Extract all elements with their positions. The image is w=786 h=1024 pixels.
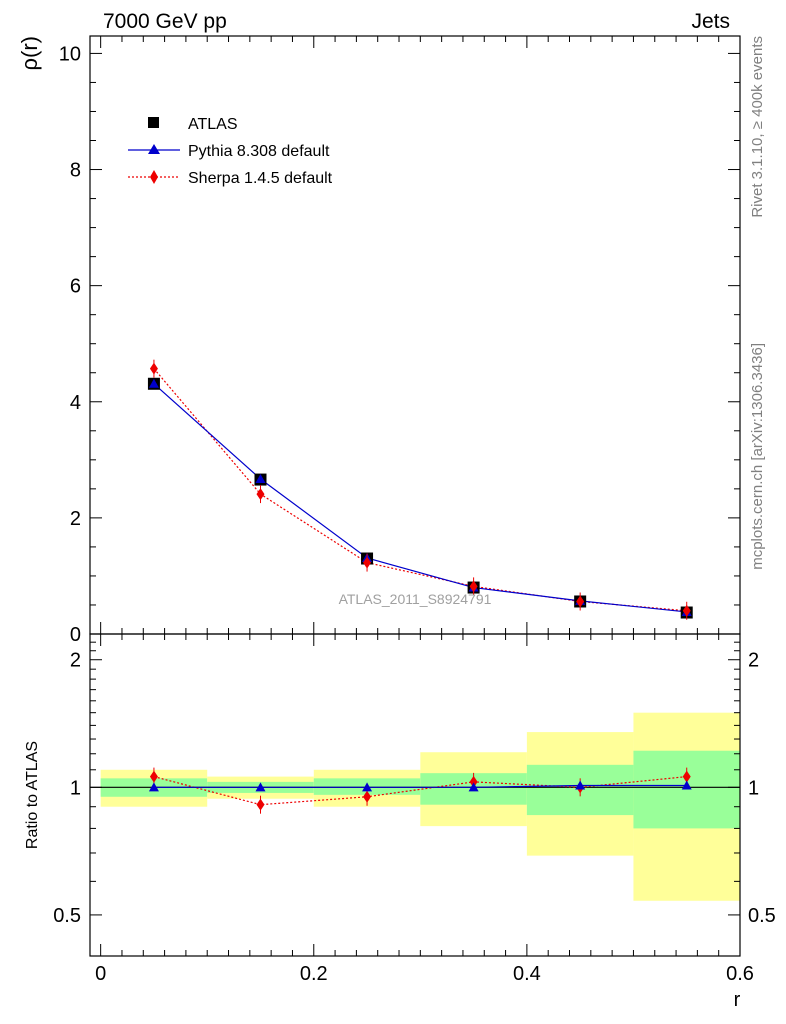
sherpa-line [153, 368, 687, 612]
ratio-pythia-point [255, 782, 266, 792]
observable-title: Jets [691, 10, 730, 33]
ratio-sherpa-point [363, 790, 372, 803]
ratio-pythia-point [362, 782, 373, 792]
legend-item-pythia: Pythia 8.308 default [128, 143, 330, 160]
sherpa-data-point [576, 595, 585, 608]
rivet-version-label: Rivet 3.1.10, ≥ 400k events [749, 36, 766, 218]
collision-title: 7000 GeV pp [103, 10, 227, 33]
ratio-y-axis-label: Ratio to ATLAS [24, 741, 41, 849]
main-y-axis-label: ρ(r) [17, 36, 42, 71]
x-tick-label: 0.2 [300, 963, 328, 985]
legend-item-sherpa: Sherpa 1.4.5 default [128, 170, 333, 187]
main-y-tick-label: 6 [70, 276, 81, 298]
x-tick-label: 0.6 [726, 963, 754, 985]
legend-label-pythia: Pythia 8.308 default [188, 143, 330, 160]
ratio-pythia-point [681, 780, 692, 790]
ratio-data-layer [90, 712, 740, 901]
main-y-tick-label: 10 [59, 43, 81, 65]
main-data-layer [147, 359, 693, 620]
x-tick-label: 0 [95, 963, 106, 985]
ratio-axes: 0.5 0.5 1 1 2 2 0 0.2 0.4 0.6 [53, 634, 776, 985]
x-tick-label: 0.4 [513, 963, 541, 985]
ratio-y-tick-label-right: 1 [748, 777, 759, 799]
ratio-plot-panel: 0.5 0.5 1 1 2 2 0 0.2 0.4 0.6 Ratio to ATLAS r [24, 633, 776, 1011]
sherpa-data-point [363, 556, 372, 569]
ratio-plot-frame [89, 633, 741, 957]
main-y-tick-label: 8 [70, 160, 81, 182]
analysis-watermark: ATLAS_2011_S8924791 [339, 591, 492, 607]
x-axis-label: r [734, 989, 741, 1011]
pythia-line [153, 383, 687, 613]
main-y-tick-label: 4 [70, 392, 81, 414]
ratio-uncertainty-band-inner [633, 750, 740, 829]
legend-label-atlas: ATLAS [188, 116, 238, 133]
main-plot-panel: ATLAS_2011_S8924791 0 2 4 6 8 10 ρ(r) [17, 35, 741, 646]
ratio-sherpa-point [149, 770, 158, 783]
sherpa-data-point [256, 488, 265, 501]
main-y-tick-label: 2 [70, 508, 81, 530]
legend-diamond-marker [150, 170, 158, 184]
sherpa-data-point [469, 580, 478, 593]
mcplots-reference-label: mcplots.cern.ch [arXiv:1306.3436] [749, 343, 766, 570]
pythia-data-point [255, 473, 266, 483]
ratio-y-tick-label: 2 [70, 650, 81, 672]
pythia-data-point [148, 378, 159, 388]
ratio-sherpa-point [682, 770, 691, 783]
main-y-tick-label: 0 [70, 624, 81, 646]
ratio-y-tick-label: 1 [70, 777, 81, 799]
ratio-sherpa-point [469, 775, 478, 788]
ratio-pythia-point [468, 782, 479, 792]
legend-item-atlas: ATLAS [148, 116, 238, 133]
legend-triangle-marker [148, 144, 160, 154]
ratio-y-tick-label: 0.5 [53, 905, 81, 927]
ratio-pythia-point [148, 782, 159, 792]
sherpa-data-point [682, 604, 691, 617]
ratio-y-tick-label-right: 0.5 [748, 905, 776, 927]
ratio-y-tick-label-right: 2 [748, 650, 759, 672]
legend-square-marker [148, 117, 159, 128]
ratio-pythia-line [153, 784, 687, 788]
sherpa-data-point [149, 362, 158, 375]
main-axes: 0 2 4 6 8 10 [59, 36, 741, 646]
ratio-sherpa-point [256, 798, 265, 811]
legend-label-sherpa: Sherpa 1.4.5 default [188, 170, 333, 187]
ratio-pythia-point [575, 780, 586, 790]
legend: ATLAS Pythia 8.308 default Sherpa 1.4.5 … [128, 116, 333, 187]
